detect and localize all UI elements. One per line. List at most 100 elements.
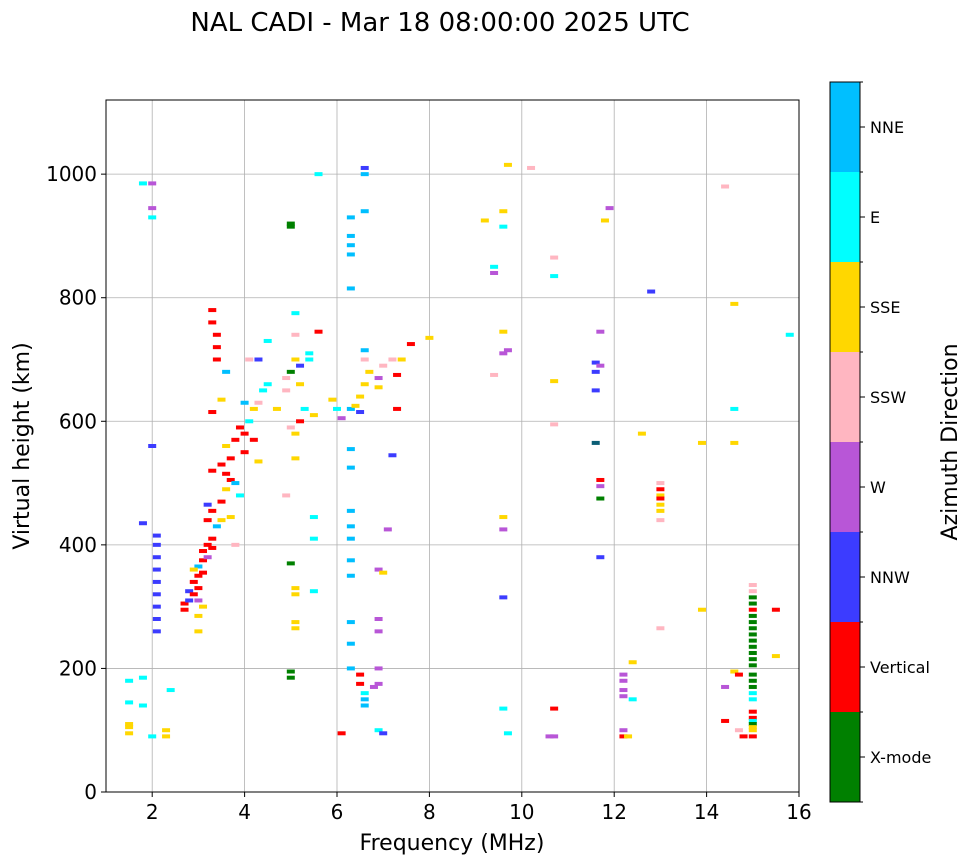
data-point	[212, 357, 221, 362]
data-point	[748, 718, 757, 723]
data-point	[346, 666, 355, 671]
data-point	[748, 709, 757, 714]
data-point	[296, 382, 305, 387]
data-point	[591, 388, 600, 393]
data-point	[346, 573, 355, 578]
data-point	[148, 206, 157, 211]
data-point	[656, 626, 665, 631]
data-point	[360, 691, 369, 696]
data-point	[360, 348, 369, 353]
data-point	[208, 508, 217, 513]
y-tick-label: 400	[59, 533, 97, 557]
data-point	[656, 518, 665, 523]
data-point	[194, 613, 203, 618]
data-point	[346, 536, 355, 541]
data-point	[148, 181, 157, 186]
data-point	[222, 471, 231, 476]
data-point	[499, 527, 508, 532]
data-point	[208, 468, 217, 473]
data-point	[388, 357, 397, 362]
x-tick-label: 6	[331, 800, 344, 824]
data-point	[393, 406, 402, 411]
colorbar-segment	[830, 82, 860, 172]
data-point	[305, 357, 314, 362]
x-tick-label: 12	[601, 800, 626, 824]
data-point	[356, 672, 365, 677]
data-point	[217, 518, 226, 523]
data-point	[425, 335, 434, 340]
data-point	[346, 233, 355, 238]
data-point	[619, 728, 628, 733]
data-point	[550, 422, 559, 427]
data-point	[203, 555, 212, 560]
data-point	[550, 734, 559, 739]
data-point	[356, 681, 365, 686]
data-point	[748, 613, 757, 618]
colorbar-tick-label: W	[870, 478, 886, 497]
data-point	[222, 444, 231, 448]
data-point	[231, 481, 240, 486]
y-tick-label: 200	[59, 656, 97, 680]
data-point	[360, 697, 369, 702]
data-point	[138, 675, 147, 680]
data-point	[208, 536, 217, 541]
data-point	[739, 734, 748, 739]
data-point	[152, 592, 161, 597]
data-point	[503, 162, 512, 167]
data-point	[656, 493, 665, 498]
data-point	[291, 332, 300, 337]
data-point	[194, 629, 203, 634]
data-point	[203, 502, 212, 507]
data-point	[771, 607, 780, 612]
data-point	[314, 329, 323, 334]
data-point	[162, 728, 171, 733]
colorbar-segment	[830, 442, 860, 532]
data-point	[748, 657, 757, 662]
colorbar-label: Azimuth Direction	[938, 343, 963, 540]
data-point	[591, 369, 600, 374]
data-point	[194, 586, 203, 591]
plot-border	[105, 99, 800, 793]
data-point	[499, 209, 508, 214]
data-point	[647, 289, 656, 294]
data-point	[656, 481, 665, 486]
data-point	[291, 456, 300, 461]
colorbar-tick-label: SSW	[870, 388, 906, 407]
colorbar-border	[829, 81, 861, 803]
data-point	[480, 218, 489, 223]
data-point	[771, 654, 780, 659]
y-axis-ticks: 0 200 400 600 800 1000	[46, 162, 106, 804]
data-point	[333, 406, 341, 411]
data-point	[365, 369, 374, 374]
data-point	[296, 419, 305, 424]
data-point	[360, 703, 369, 708]
data-point	[240, 431, 249, 436]
x-tick-label: 10	[509, 800, 534, 824]
data-point	[337, 416, 346, 421]
data-point	[346, 465, 355, 470]
data-point	[656, 496, 665, 501]
data-point	[499, 515, 508, 520]
data-point	[734, 728, 743, 733]
data-point	[748, 734, 757, 739]
data-point	[217, 397, 226, 402]
data-point	[226, 515, 235, 520]
data-point	[231, 542, 240, 547]
data-point	[203, 518, 212, 523]
data-point	[148, 444, 157, 448]
data-point	[249, 406, 258, 411]
data-point	[748, 728, 757, 733]
y-tick-label: 0	[84, 780, 97, 804]
data-point	[259, 388, 268, 393]
data-point	[346, 641, 355, 646]
data-point	[152, 567, 161, 572]
data-point	[309, 515, 318, 520]
colorbar-tick-label: X-mode	[870, 748, 931, 767]
data-point	[596, 363, 605, 368]
data-point	[148, 734, 157, 739]
plot-area: 2 4 6 8 10 12 14 16 0 200 400 600 800 1000	[46, 99, 812, 824]
data-point	[397, 357, 406, 362]
data-point	[360, 165, 369, 170]
data-point	[628, 660, 637, 665]
data-point	[305, 351, 314, 356]
